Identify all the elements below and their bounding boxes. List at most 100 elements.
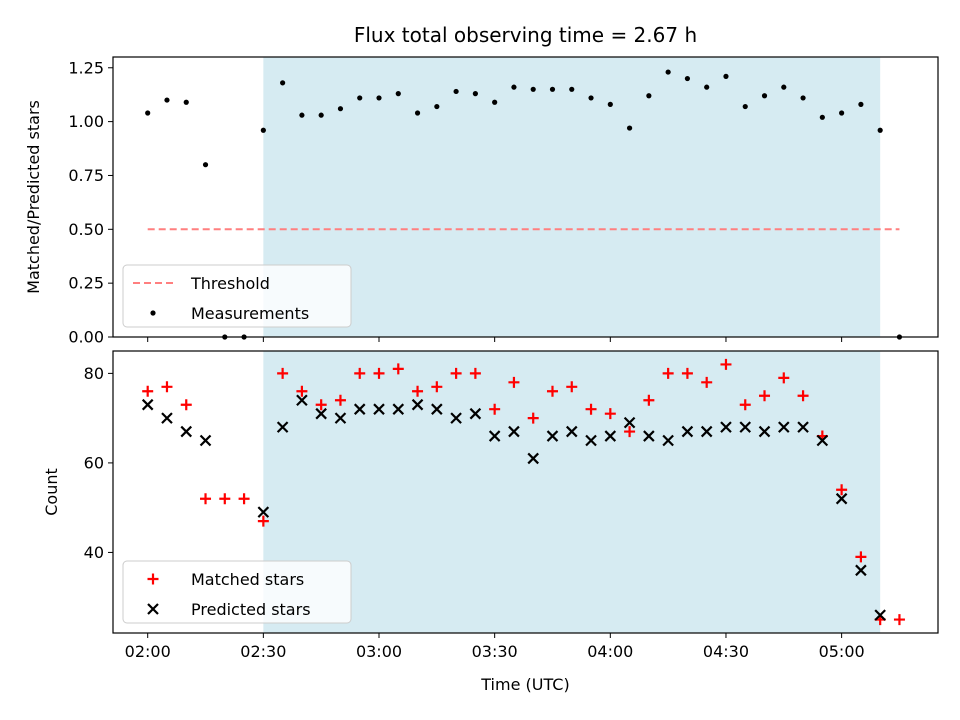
data-point bbox=[565, 425, 578, 438]
data-point bbox=[604, 430, 617, 442]
data-point bbox=[492, 99, 498, 105]
data-point bbox=[662, 367, 674, 379]
chart-title: Flux total observing time = 2.67 h bbox=[354, 23, 697, 47]
data-point bbox=[665, 69, 671, 75]
data-point bbox=[742, 103, 748, 110]
data-point bbox=[334, 412, 347, 424]
data-point bbox=[199, 434, 212, 447]
data-point bbox=[723, 73, 729, 79]
x-tick-label: 04:00 bbox=[587, 642, 633, 661]
data-point bbox=[623, 416, 636, 429]
data-point bbox=[701, 376, 713, 388]
data-point bbox=[337, 106, 344, 112]
legend-label: Measurements bbox=[191, 304, 309, 323]
data-point bbox=[546, 385, 558, 397]
x-tick-label: 03:30 bbox=[472, 642, 518, 661]
data-point bbox=[508, 425, 520, 438]
data-point bbox=[257, 515, 269, 527]
x-tick-label: 02:30 bbox=[240, 642, 286, 661]
data-point bbox=[395, 91, 401, 97]
bottom-panel-star-counts: 02:00 02:30 03:00 03:30 04:00 04:30 05:00 40 60 8… bbox=[42, 350, 939, 694]
data-point bbox=[353, 403, 366, 415]
data-point bbox=[453, 88, 459, 95]
data-point bbox=[855, 564, 867, 577]
data-point bbox=[839, 110, 845, 116]
legend-handle bbox=[147, 603, 159, 615]
data-point bbox=[758, 425, 771, 438]
data-point bbox=[855, 551, 867, 563]
data-point bbox=[604, 408, 616, 420]
data-point bbox=[276, 421, 289, 433]
legend-handle bbox=[147, 573, 159, 585]
data-point bbox=[431, 381, 443, 393]
data-point bbox=[681, 367, 693, 379]
data-point bbox=[373, 403, 385, 415]
data-point bbox=[588, 95, 594, 101]
data-point bbox=[200, 493, 212, 505]
data-point bbox=[626, 125, 633, 131]
data-point bbox=[643, 430, 655, 442]
data-point bbox=[392, 363, 404, 375]
data-point bbox=[357, 95, 363, 101]
data-point bbox=[530, 86, 536, 92]
data-point bbox=[835, 492, 848, 505]
data-point bbox=[299, 112, 305, 118]
y-tick-label: 1.25 bbox=[68, 58, 104, 77]
data-point bbox=[549, 86, 556, 92]
data-point bbox=[546, 430, 559, 442]
data-point bbox=[450, 367, 462, 379]
data-point bbox=[141, 398, 154, 411]
data-point bbox=[759, 390, 771, 402]
data-point bbox=[354, 367, 366, 379]
data-point bbox=[280, 80, 286, 86]
data-point bbox=[315, 407, 327, 420]
data-point bbox=[238, 493, 250, 505]
data-point bbox=[450, 412, 462, 424]
data-point bbox=[684, 75, 691, 82]
data-point bbox=[607, 101, 613, 107]
y-tick-label: 40 bbox=[84, 543, 104, 562]
data-point bbox=[434, 103, 440, 110]
data-point bbox=[585, 403, 597, 415]
data-point bbox=[527, 452, 539, 465]
data-point bbox=[318, 112, 324, 118]
data-point bbox=[662, 434, 674, 447]
data-point bbox=[778, 372, 790, 384]
data-point bbox=[893, 614, 905, 626]
legend-box bbox=[122, 264, 352, 328]
data-point bbox=[643, 394, 655, 406]
data-point bbox=[296, 385, 308, 397]
data-point bbox=[164, 97, 170, 103]
y-tick-label: 1.00 bbox=[68, 112, 104, 131]
y-tick-label: 0.00 bbox=[68, 328, 104, 347]
data-point bbox=[858, 101, 864, 107]
data-point bbox=[739, 399, 751, 411]
axes-frame bbox=[112, 56, 939, 338]
data-point bbox=[183, 99, 189, 105]
data-point bbox=[180, 399, 192, 411]
y-tick-label: 60 bbox=[84, 453, 104, 472]
data-point bbox=[412, 385, 424, 397]
legend-label: Matched stars bbox=[191, 570, 304, 589]
data-point bbox=[646, 93, 652, 99]
data-point bbox=[489, 403, 501, 415]
data-point bbox=[260, 127, 266, 133]
data-point bbox=[816, 434, 829, 447]
data-point bbox=[472, 91, 478, 97]
x-axis-label: Time (UTC) bbox=[480, 675, 569, 694]
data-point bbox=[257, 506, 270, 518]
y-tick-label: 0.50 bbox=[68, 220, 104, 239]
data-point bbox=[392, 403, 405, 415]
data-point bbox=[877, 127, 883, 133]
data-point bbox=[296, 394, 308, 407]
y-axis-label: Count bbox=[42, 468, 61, 516]
axes-frame bbox=[112, 350, 939, 634]
legend-box bbox=[122, 560, 352, 624]
y-axis-label: Matched/Predicted stars bbox=[24, 100, 43, 294]
data-point bbox=[704, 84, 710, 90]
x-tick-label: 05:00 bbox=[819, 642, 865, 661]
data-point bbox=[874, 609, 886, 621]
legend-label: Predicted stars bbox=[191, 600, 311, 619]
data-point bbox=[469, 407, 482, 420]
